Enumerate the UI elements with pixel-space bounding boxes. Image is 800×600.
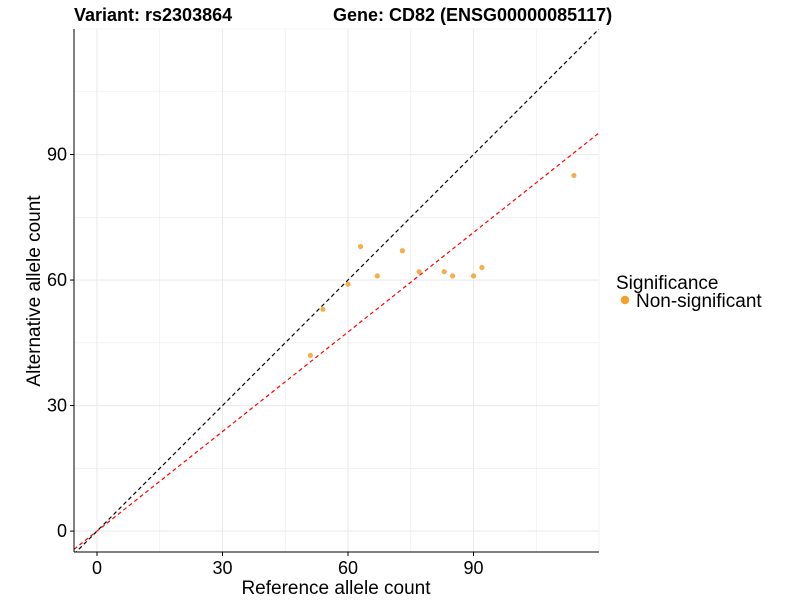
- legend-swatch: [620, 295, 630, 305]
- data-point: [416, 269, 422, 275]
- data-point: [374, 273, 380, 279]
- data-point: [320, 306, 326, 312]
- x-tick-label: 30: [212, 558, 232, 578]
- fitted-reference-line: [74, 132, 599, 550]
- reference-lines: [74, 29, 599, 552]
- y-tick-label: 30: [47, 396, 67, 416]
- data-point: [449, 273, 456, 279]
- variant-title: Variant: rs2303864: [74, 5, 232, 25]
- legend-title: Significance: [616, 273, 718, 294]
- data-points: [307, 172, 577, 358]
- data-point: [399, 248, 405, 254]
- y-tick-label: 90: [47, 145, 67, 165]
- x-tick-label: 60: [338, 558, 358, 578]
- y-axis-title: Alternative allele count: [24, 195, 45, 387]
- data-point: [470, 273, 477, 279]
- data-point: [307, 352, 313, 358]
- legend-label: Non-significant: [636, 291, 762, 312]
- axes: [73, 29, 599, 553]
- data-point: [479, 264, 485, 271]
- gene-title: Gene: CD82 (ENSG00000085117): [333, 5, 612, 25]
- data-point: [441, 269, 447, 275]
- x-tick-label: 0: [92, 558, 102, 578]
- identity-reference-line: [75, 29, 599, 552]
- y-tick-label: 60: [47, 270, 67, 290]
- x-axis-title: Reference allele count: [241, 578, 431, 599]
- data-point: [357, 243, 364, 250]
- data-point: [345, 281, 351, 287]
- x-tick-label: 90: [463, 558, 483, 578]
- y-tick-label: 0: [57, 521, 67, 541]
- data-point: [571, 172, 577, 179]
- grid-lines: [74, 28, 600, 552]
- tick-labels: 0 30 60 90 0 30 60 90: [47, 145, 484, 578]
- legend: Significance Non-significant: [616, 273, 762, 312]
